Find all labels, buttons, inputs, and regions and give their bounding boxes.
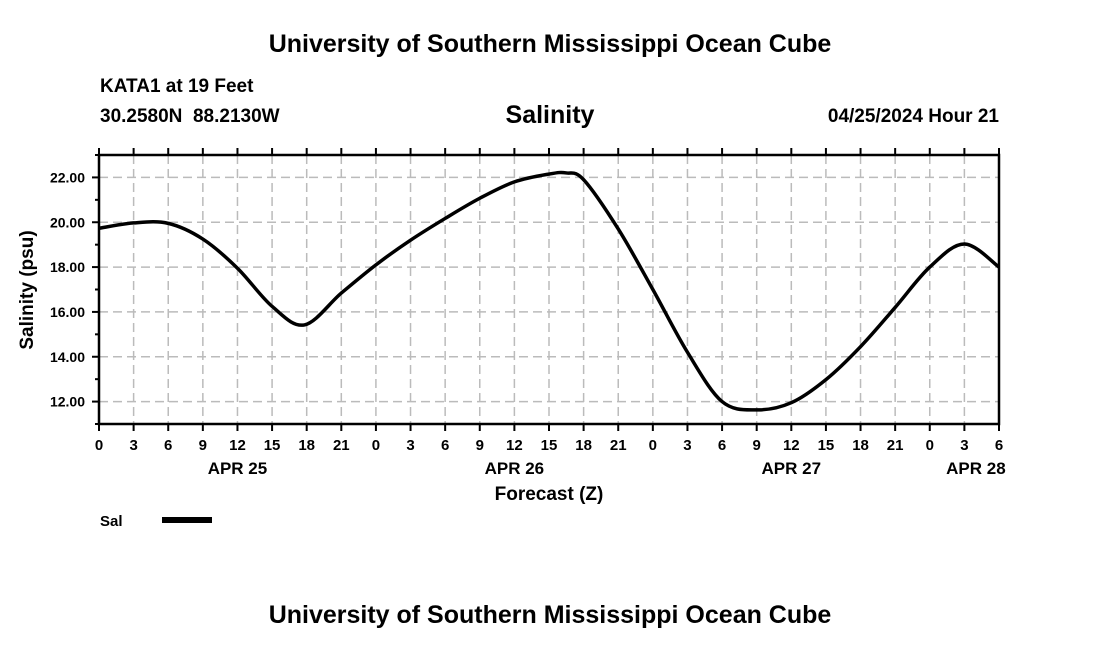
- x-tick-label: 3: [406, 437, 414, 454]
- x-tick-label: 15: [541, 437, 558, 454]
- x-tick-label: 6: [441, 437, 449, 454]
- date-label: APR 27: [762, 459, 822, 478]
- x-tick-label: 18: [575, 437, 592, 454]
- grid: [99, 155, 999, 424]
- x-tick-label: 12: [506, 437, 523, 454]
- x-tick-label: 3: [683, 437, 691, 454]
- axes: 0 3 6 9 12 15 18 21 0 3 6 9 12 15 18 21 0 3 6 9 12 15 18 21 0 3 6 A…: [50, 148, 1006, 478]
- x-tick-label: 9: [753, 437, 761, 454]
- legend-label: Sal: [100, 513, 123, 530]
- x-tick-label: 0: [95, 437, 103, 454]
- x-tick-label: 15: [264, 437, 281, 454]
- y-tick-label: 14.00: [50, 349, 85, 365]
- x-tick-label: 9: [199, 437, 207, 454]
- x-tick-label: 0: [372, 437, 380, 454]
- x-tick-label: 12: [783, 437, 800, 454]
- x-axis-label: Forecast (Z): [495, 484, 604, 505]
- legend-swatch: [162, 517, 212, 523]
- date-label: APR 26: [485, 459, 545, 478]
- station-label: KATA1 at 19 Feet: [100, 76, 254, 97]
- x-tick-label: 21: [610, 437, 627, 454]
- x-tick-label: 0: [649, 437, 657, 454]
- x-tick-label: 9: [476, 437, 484, 454]
- x-tick-label: 21: [333, 437, 350, 454]
- series-line-sal: [98, 170, 1001, 412]
- x-tick-label: 3: [960, 437, 968, 454]
- coordinates-label: 30.2580N 88.2130W: [100, 106, 280, 127]
- x-tick-label: 15: [818, 437, 835, 454]
- x-tick-label: 18: [852, 437, 869, 454]
- x-tick-label: 0: [926, 437, 934, 454]
- y-tick-label: 22.00: [50, 169, 85, 185]
- x-tick-label: 18: [298, 437, 315, 454]
- y-tick-label: 12.00: [50, 394, 85, 410]
- y-axis-label: Salinity (psu): [17, 230, 38, 349]
- x-tick-label: 6: [164, 437, 172, 454]
- x-tick-label: 3: [129, 437, 137, 454]
- date-label: APR 28: [946, 459, 1006, 478]
- y-tick-label: 20.00: [50, 214, 85, 230]
- plot-frame: [97, 153, 1001, 426]
- x-tick-label: 6: [995, 437, 1003, 454]
- page-title: University of Southern Mississippi Ocean…: [268, 30, 832, 58]
- y-tick-label: 16.00: [50, 304, 85, 320]
- x-tick-label: 6: [718, 437, 726, 454]
- datetime-label: 04/25/2024 Hour 21: [827, 106, 999, 127]
- footer-title: University of Southern Mississippi Ocean…: [268, 601, 832, 629]
- date-label: APR 25: [208, 459, 268, 478]
- x-tick-label: 12: [229, 437, 246, 454]
- y-tick-label: 18.00: [50, 259, 85, 275]
- chart-title: Salinity: [505, 101, 595, 129]
- x-tick-label: 21: [887, 437, 904, 454]
